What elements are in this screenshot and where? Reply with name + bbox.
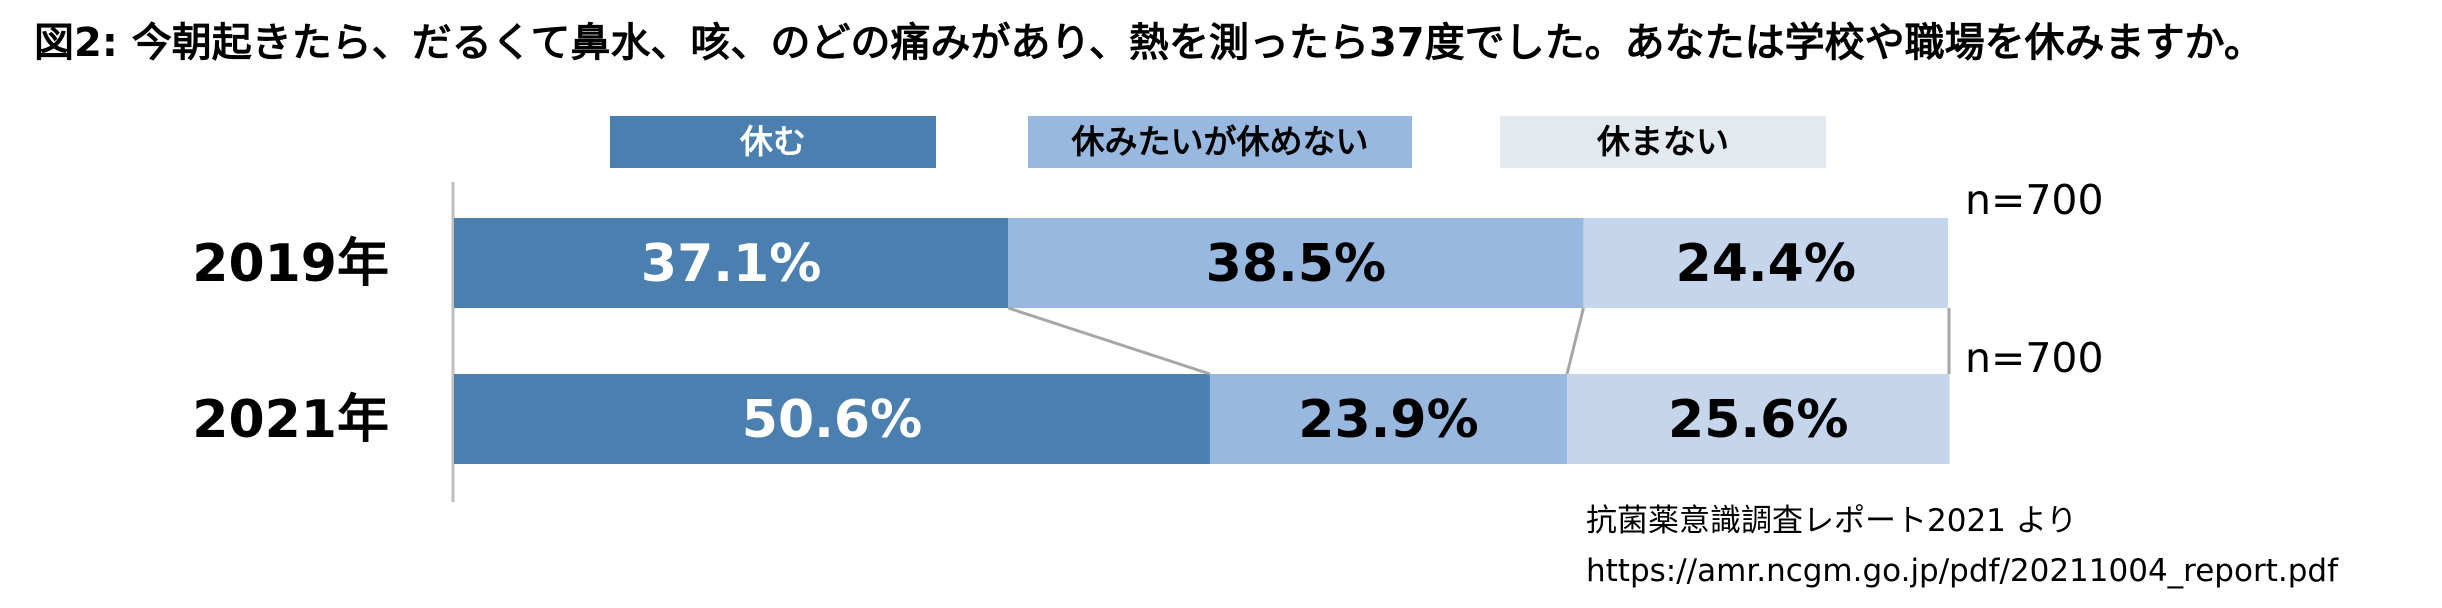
data-label-2019年-休みたいが休めない: 38.5% [1206,234,1386,294]
legend-item-yasumanai: 休まない [1500,116,1826,168]
n-label-2021年: n=700 [1965,334,2104,382]
data-label-2021年-休みたいが休めない: 23.9% [1298,390,1478,450]
bar-2019年-休む [454,218,1009,308]
source-note: 抗菌薬意識調査レポート2021 より https://amr.ncgm.go.j… [1586,496,2338,596]
legend-item-yasumitai: 休みたいが休めない [1028,116,1412,168]
bar-2021年-休みたいが休めない [1209,374,1568,464]
data-label-2021年-休まない: 25.6% [1668,390,1848,450]
bar-2021年-休まない [1567,374,1950,464]
category-label-2021年: 2021年 [192,390,389,450]
chart-title: 図2: 今朝起きたら、だるくて鼻水、咳、のどの痛みがあり、熱を測ったら37度でし… [34,20,2264,66]
data-label-2021年-休む: 50.6% [742,390,922,450]
category-label-2019年: 2019年 [192,234,389,294]
bar-2019年-休みたいが休めない [1008,218,1584,308]
source-title: 抗菌薬意識調査レポート2021 より [1586,503,2078,539]
connector-line-1 [1007,306,1211,376]
legend-item-yasumu: 休む [610,116,936,168]
data-label-2019年-休む: 37.1% [641,234,821,294]
source-url: https://amr.ncgm.go.jp/pdf/20211004_repo… [1586,553,2338,589]
connector-line-2 [1565,307,1585,375]
bar-2021年-休む [454,374,1210,464]
n-label-2019年: n=700 [1965,176,2104,224]
data-label-2019年-休まない: 24.4% [1676,234,1856,294]
bar-2019年-休まない [1583,218,1948,308]
